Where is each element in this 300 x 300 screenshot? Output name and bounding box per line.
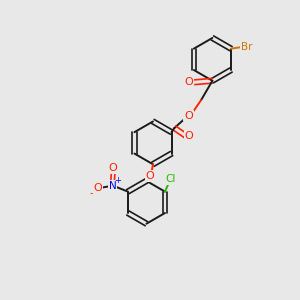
Text: -: - — [90, 188, 93, 198]
Text: O: O — [185, 131, 194, 141]
Text: Cl: Cl — [166, 174, 176, 184]
Text: N: N — [109, 181, 116, 191]
Text: O: O — [146, 171, 154, 181]
Text: O: O — [109, 163, 117, 173]
Text: +: + — [114, 176, 121, 185]
Text: O: O — [93, 183, 102, 193]
Text: O: O — [185, 76, 194, 87]
Text: O: O — [184, 110, 193, 121]
Text: Br: Br — [241, 42, 252, 52]
